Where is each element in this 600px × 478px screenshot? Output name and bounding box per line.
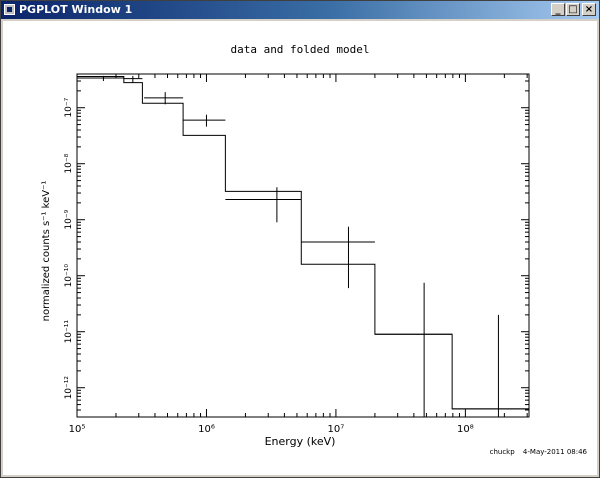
x-tick-label: 10⁷ (328, 424, 345, 435)
plot-canvas: data and folded model Energy (keV) norma… (3, 21, 597, 475)
maximize-button[interactable]: □ (566, 3, 580, 16)
y-tick-label: 10⁻¹⁰ (64, 264, 74, 288)
plot-frame (76, 73, 530, 418)
y-tick-label: 10⁻¹² (64, 376, 74, 400)
y-tick-label: 10⁻¹¹ (64, 320, 74, 344)
y-tick-label: 10⁻⁸ (64, 153, 74, 173)
chart-svg: data and folded model Energy (keV) norma… (41, 43, 588, 456)
x-axis-label: Energy (keV) (265, 435, 336, 448)
x-tick-label: 10⁵ (69, 424, 86, 435)
y-tick-label: 10⁻⁹ (64, 209, 74, 229)
x-tick-label: 10⁶ (198, 424, 215, 435)
minimize-button[interactable]: _ (551, 3, 565, 16)
chart-title: data and folded model (230, 43, 369, 56)
footer-date: 4-May-2011 08:46 (523, 448, 588, 456)
y-tick-label: 10⁻⁷ (64, 97, 74, 117)
model-step-line (77, 76, 529, 410)
plot-footer-timestamp: chuckp 4-May-2011 08:46 (490, 448, 588, 456)
window-title: PGPLOT Window 1 (19, 3, 133, 16)
title-bar[interactable]: PGPLOT Window 1 _ □ × (1, 1, 599, 19)
pgplot-app-icon[interactable] (4, 4, 15, 15)
x-tick-label: 10⁸ (457, 424, 474, 435)
footer-user: chuckp (490, 448, 516, 456)
y-axis-label: normalized counts s⁻¹ keV⁻¹ (41, 181, 52, 322)
close-button[interactable]: × (582, 3, 596, 16)
